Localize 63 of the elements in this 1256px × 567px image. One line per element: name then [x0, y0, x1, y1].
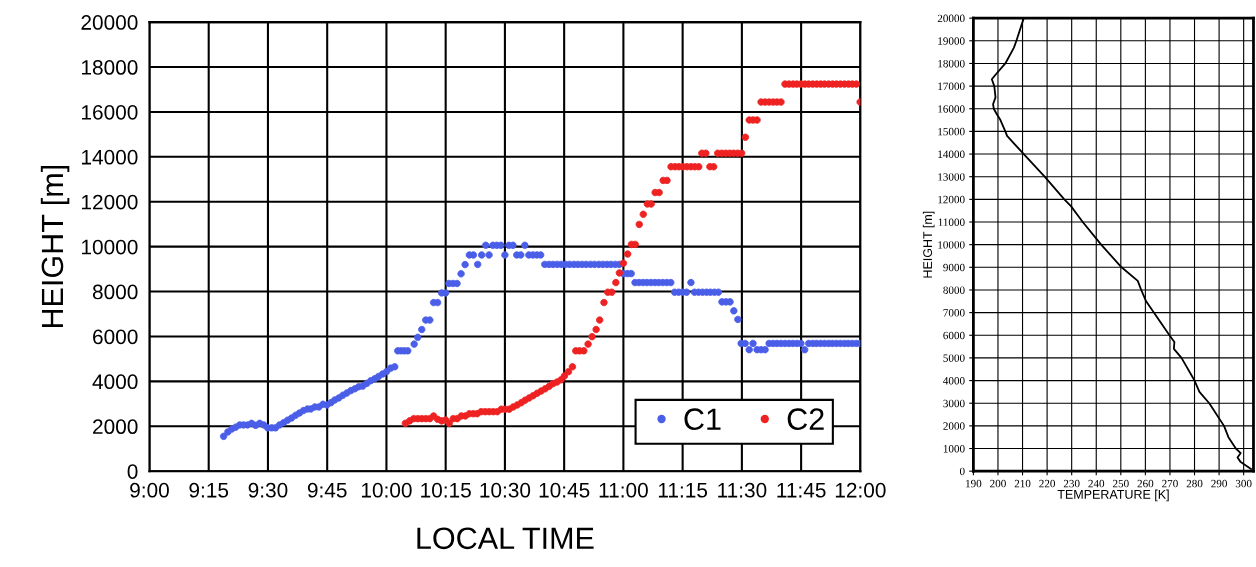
y-tick-label: 8000 [943, 286, 965, 294]
y-tick-label: 7000 [943, 309, 965, 317]
x-tick-label: 10:45 [539, 482, 590, 498]
y-tick-label: 20000 [81, 15, 138, 30]
y-tick-label: 18000 [938, 59, 965, 68]
x-axis-title: TEMPERATURE [K] [1057, 489, 1169, 502]
x-tick-label: 12:00 [835, 482, 886, 498]
x-tick-label: 11:45 [777, 483, 826, 498]
x-tick-label: 230 [1063, 479, 1080, 488]
x-tick-label: 300 [1235, 479, 1252, 488]
x-tick-label: 270 [1162, 479, 1178, 488]
y-tick-label: 4000 [92, 374, 138, 390]
y-tick-label: 5000 [943, 354, 965, 362]
y-tick-label: 1000 [943, 444, 965, 453]
y-tick-label: 3000 [943, 399, 965, 408]
y-tick-label: 12000 [938, 195, 965, 204]
y-tick-label: 15000 [938, 127, 965, 136]
x-tick-label: 250 [1112, 479, 1129, 488]
x-tick-label: 11:30 [718, 482, 767, 498]
x-tick-label: 9:15 [189, 482, 229, 498]
x-tick-label: 11:15 [658, 483, 708, 498]
y-tick-label: 8000 [92, 284, 138, 300]
legend-label: C1 [684, 408, 721, 430]
x-axis-title: LOCAL TIME [417, 527, 594, 550]
x-tick-label: 200 [990, 479, 1006, 488]
y-tick-label: 16000 [82, 104, 138, 120]
y-tick-label: 14000 [82, 149, 138, 165]
y-tick-label: 9000 [943, 263, 965, 272]
y-tick-label: 2000 [943, 422, 965, 430]
y-tick-label: 17000 [938, 82, 965, 91]
y-tick-label: 14000 [938, 150, 965, 159]
x-tick-label: 9:30 [248, 482, 288, 498]
x-tick-label: 10:00 [361, 482, 412, 498]
x-tick-label: 240 [1088, 479, 1105, 488]
x-tick-label: 220 [1039, 479, 1056, 488]
y-tick-label: 12000 [82, 194, 138, 210]
x-tick-label: 10:15 [421, 482, 471, 498]
y-tick-label: 10000 [82, 239, 138, 255]
y-tick-label: 4000 [943, 377, 965, 385]
y-tick-label: 0 [127, 464, 138, 479]
y-tick-label: 6000 [93, 329, 138, 345]
y-tick-label: 19000 [938, 37, 965, 45]
x-tick-label: 290 [1211, 479, 1227, 488]
x-tick-label: 9:00 [130, 482, 169, 498]
x-tick-label: 11:00 [599, 482, 648, 498]
y-axis-title: HEIGHT [m] [40, 165, 70, 328]
y-tick-label: 18000 [82, 60, 138, 75]
y-tick-label: 11000 [938, 218, 965, 226]
y-tick-label: 16000 [938, 105, 965, 113]
legend-label: C2 [787, 408, 824, 430]
y-axis-title: HEIGHT [m] [922, 211, 935, 278]
x-tick-label: 260 [1137, 479, 1154, 488]
x-tick-label: 9:45 [307, 482, 347, 498]
y-tick-label: 10000 [938, 241, 965, 249]
x-tick-label: 280 [1186, 479, 1203, 488]
x-tick-label: 190 [966, 479, 982, 488]
y-tick-label: 2000 [93, 419, 138, 435]
x-tick-label: 210 [1014, 479, 1031, 488]
y-tick-label: 0 [959, 467, 965, 476]
y-tick-label: 6000 [943, 331, 965, 340]
y-tick-label: 13000 [938, 173, 965, 181]
y-tick-label: 20000 [937, 14, 965, 23]
x-tick-label: 10:30 [480, 482, 531, 498]
